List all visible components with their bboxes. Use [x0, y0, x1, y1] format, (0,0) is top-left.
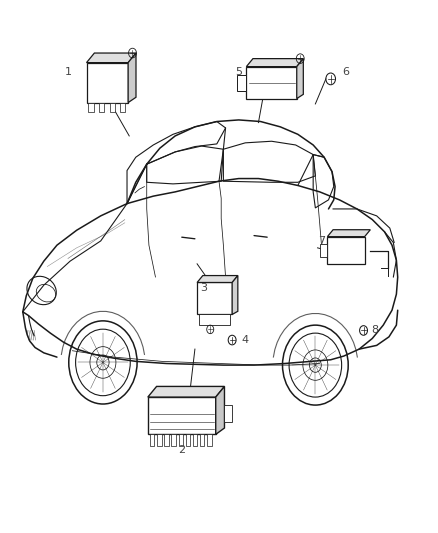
Text: 5: 5 — [235, 67, 242, 77]
Polygon shape — [215, 386, 224, 434]
Bar — [200, 434, 205, 446]
Text: 6: 6 — [343, 67, 350, 77]
Bar — [207, 434, 212, 446]
Bar — [179, 434, 183, 446]
Polygon shape — [246, 59, 303, 67]
Text: 7: 7 — [318, 236, 325, 246]
Bar — [164, 434, 169, 446]
Polygon shape — [297, 59, 303, 99]
FancyBboxPatch shape — [237, 75, 246, 91]
Text: 3: 3 — [200, 283, 207, 293]
Text: 4: 4 — [242, 335, 249, 345]
Polygon shape — [328, 230, 370, 237]
FancyBboxPatch shape — [87, 63, 128, 102]
Bar — [99, 102, 104, 112]
Bar — [320, 244, 328, 257]
FancyBboxPatch shape — [224, 405, 232, 422]
Bar — [171, 434, 176, 446]
Bar — [110, 102, 115, 112]
FancyBboxPatch shape — [148, 397, 215, 434]
FancyBboxPatch shape — [246, 67, 297, 99]
Bar — [120, 102, 125, 112]
FancyBboxPatch shape — [328, 237, 364, 264]
Bar — [88, 102, 94, 112]
Text: 1: 1 — [64, 67, 71, 77]
Bar — [193, 434, 197, 446]
Bar — [199, 314, 230, 325]
Bar — [157, 434, 162, 446]
Polygon shape — [128, 53, 136, 102]
Polygon shape — [197, 276, 238, 282]
Polygon shape — [232, 276, 238, 314]
Bar — [150, 434, 154, 446]
Text: 8: 8 — [371, 326, 378, 335]
Polygon shape — [87, 53, 136, 63]
Polygon shape — [148, 386, 224, 397]
FancyBboxPatch shape — [197, 282, 232, 314]
Text: 2: 2 — [178, 446, 185, 455]
Bar — [186, 434, 190, 446]
